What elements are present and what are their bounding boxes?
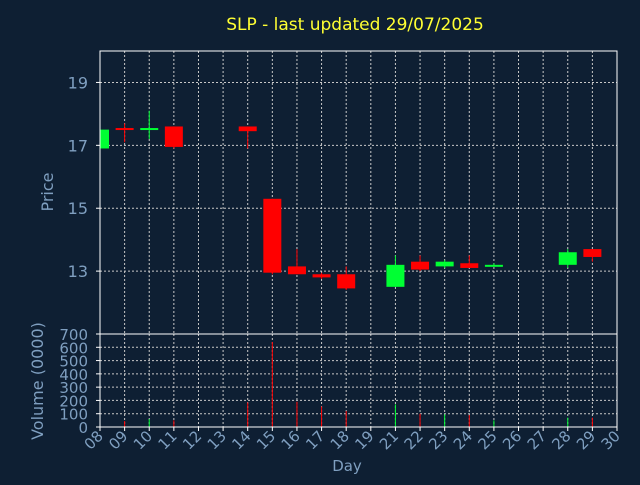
price-grid xyxy=(100,51,617,334)
volume-tick-label: 600 xyxy=(59,339,88,357)
day-tick-label: 26 xyxy=(499,427,525,453)
candle-body xyxy=(583,249,602,257)
volume-tick-label: 200 xyxy=(59,392,88,410)
price-axis-label: Price xyxy=(38,172,57,211)
price-tick-label: 13 xyxy=(68,262,88,281)
day-tick-label: 29 xyxy=(573,427,599,453)
day-tick-label: 21 xyxy=(376,427,402,453)
day-axis-label: Day xyxy=(332,457,362,475)
candle-body xyxy=(164,126,183,147)
day-tick-label: 11 xyxy=(154,427,180,453)
day-axis-ticks: 0809101112131415161718192122232425262728… xyxy=(81,427,624,453)
day-tick-label: 22 xyxy=(401,427,427,453)
price-panel-frame xyxy=(99,50,618,335)
volume-tick-label: 100 xyxy=(59,406,88,424)
candles xyxy=(99,110,602,290)
volume-tick-label: 0 xyxy=(78,419,88,437)
volume-bars xyxy=(99,341,593,427)
volume-axis-label: Volume (0000) xyxy=(28,322,47,440)
day-tick-label: 25 xyxy=(475,427,501,453)
candle-body xyxy=(460,263,479,268)
price-tick-label: 19 xyxy=(68,73,88,92)
volume-tick-label: 700 xyxy=(59,326,88,344)
candle-body xyxy=(312,274,331,278)
day-tick-label: 09 xyxy=(105,427,131,453)
day-tick-label: 19 xyxy=(351,427,377,453)
candle-body xyxy=(238,126,257,132)
price-tick-label: 15 xyxy=(68,199,88,218)
day-tick-label: 16 xyxy=(278,427,304,453)
volume-panel-frame xyxy=(99,333,618,428)
candle-body xyxy=(100,129,109,149)
candle-body xyxy=(287,266,306,275)
volume-grid xyxy=(100,334,617,427)
day-tick-label: 24 xyxy=(450,427,476,453)
day-tick-label: 23 xyxy=(425,427,451,453)
price-axis-ticks: 13 15 17 19 xyxy=(68,73,100,281)
candle-body xyxy=(484,264,503,267)
candle-body xyxy=(411,261,430,270)
day-tick-label: 30 xyxy=(598,427,624,453)
day-tick-label: 27 xyxy=(524,427,550,453)
day-tick-label: 14 xyxy=(228,427,254,453)
volume-tick-label: 500 xyxy=(59,353,88,371)
day-tick-label: 13 xyxy=(204,427,230,453)
candle-body xyxy=(337,274,356,289)
day-tick-label: 28 xyxy=(548,427,574,453)
candle-body xyxy=(386,264,405,287)
candle-body xyxy=(115,128,134,131)
day-tick-label: 17 xyxy=(302,427,328,453)
candle-body xyxy=(558,252,577,265)
price-tick-label: 17 xyxy=(68,136,88,155)
day-tick-label: 10 xyxy=(130,427,156,453)
volume-tick-label: 300 xyxy=(59,379,88,397)
day-tick-label: 12 xyxy=(179,427,205,453)
volume-tick-label: 400 xyxy=(59,366,88,384)
chart-title: SLP - last updated 29/07/2025 xyxy=(226,15,484,35)
candle-body xyxy=(435,261,454,267)
day-tick-label: 15 xyxy=(253,427,279,453)
candle-body xyxy=(140,128,159,131)
day-tick-label: 18 xyxy=(327,427,353,453)
candle-body xyxy=(263,198,282,273)
